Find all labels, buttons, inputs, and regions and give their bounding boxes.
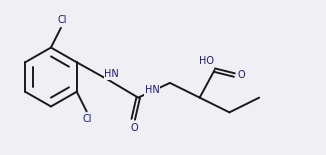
Text: Cl: Cl (57, 15, 67, 25)
Text: HN: HN (104, 69, 119, 79)
Text: O: O (238, 70, 245, 80)
Text: O: O (130, 123, 138, 133)
Text: HN: HN (145, 85, 159, 95)
Text: Cl: Cl (83, 114, 92, 124)
Text: HO: HO (199, 56, 214, 66)
